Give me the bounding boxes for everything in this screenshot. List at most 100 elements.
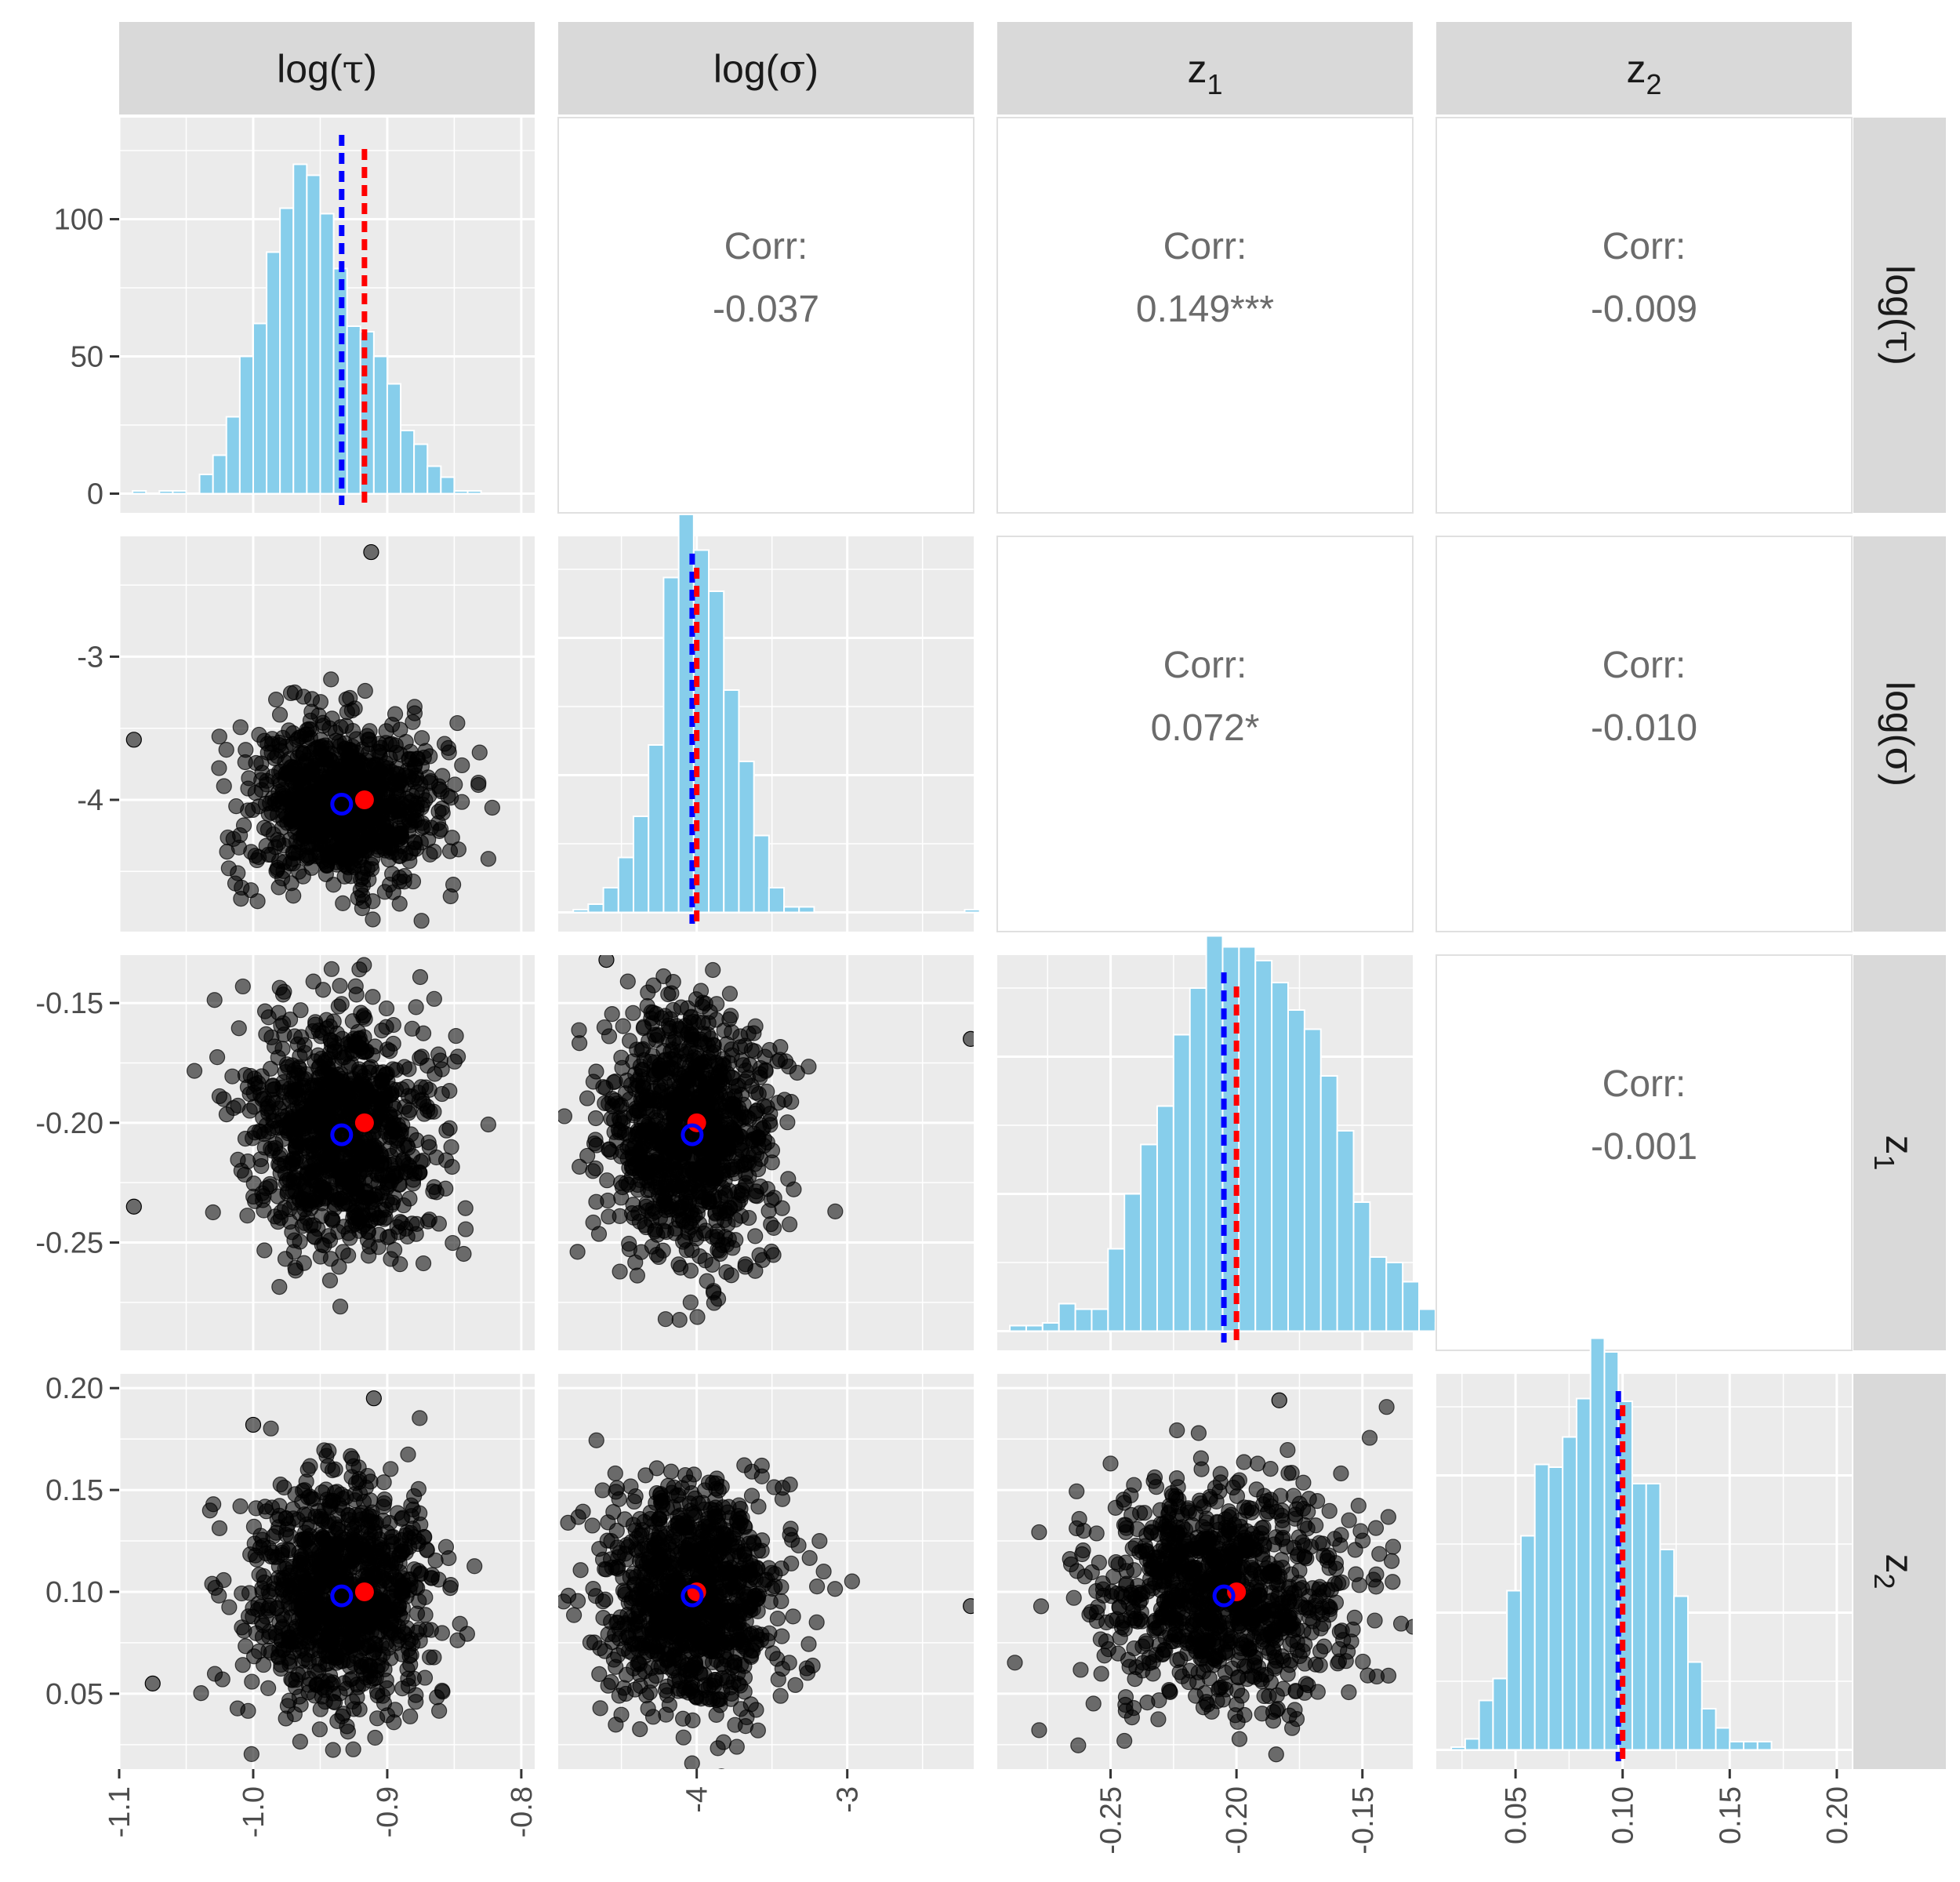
scatter-point <box>597 1095 613 1111</box>
scatter-point <box>348 731 365 747</box>
scatter-point <box>290 1065 307 1081</box>
scatter-point <box>401 1102 418 1118</box>
scatter-point <box>260 1009 277 1026</box>
scatter-point <box>263 1029 280 1045</box>
hist-bar <box>306 174 321 495</box>
scatter-point <box>270 797 287 813</box>
scatter-point <box>705 1139 721 1156</box>
scatter-point <box>305 973 321 990</box>
scatter-point <box>675 1729 691 1746</box>
scatter-point <box>621 1241 638 1258</box>
scatter-point <box>296 1255 312 1271</box>
scatter-point <box>401 1539 418 1555</box>
scatter-point <box>287 823 303 841</box>
scatter-point <box>224 1068 241 1085</box>
scatter-point <box>267 692 285 708</box>
scatter-point <box>378 1000 395 1017</box>
scatter-point <box>256 1656 272 1673</box>
corr-label: Corr: <box>1602 1063 1686 1105</box>
scatter-point <box>783 1094 800 1110</box>
scatter-point <box>613 1190 630 1206</box>
scatter-point <box>695 1225 712 1241</box>
scatter-point <box>292 1696 309 1713</box>
scatter-point <box>427 1552 444 1569</box>
hist-bar <box>172 490 187 495</box>
scatter-point <box>688 991 705 1008</box>
scatter-point <box>206 992 223 1008</box>
scatter-point <box>736 1156 753 1173</box>
outlier-point <box>598 955 615 968</box>
scatter-point <box>270 1188 286 1204</box>
scatter-point <box>270 1648 287 1665</box>
scatter-point <box>307 1509 324 1525</box>
hist-bar <box>212 454 227 495</box>
scatter-point <box>591 1541 608 1557</box>
scatter-point <box>306 1228 322 1244</box>
scatter-point <box>322 1637 339 1653</box>
hist-bar <box>1352 1201 1371 1332</box>
scatter-point <box>274 1041 291 1057</box>
scatter-point <box>684 1755 700 1769</box>
corr-value: -0.001 <box>1591 1126 1697 1168</box>
scatter-point <box>325 1742 341 1758</box>
panel-tau-tau <box>118 118 535 513</box>
scatter-point <box>329 1092 346 1109</box>
scatter-point <box>211 760 227 776</box>
panel-tau-sigma: Corr:-0.037 <box>557 117 975 514</box>
scatter-point <box>261 932 276 946</box>
row-strip-tau: log(τ) <box>1853 118 1946 513</box>
scatter-point <box>739 1709 755 1726</box>
scatter-point <box>727 1212 744 1228</box>
scatter-point <box>332 977 348 994</box>
scatter-point <box>220 860 237 877</box>
outlier-point <box>245 1416 262 1433</box>
scatter-point <box>244 1673 260 1690</box>
scatter-point <box>246 1124 263 1141</box>
scatter-point <box>370 1565 387 1582</box>
scatter-point <box>827 1203 844 1219</box>
hist-bar <box>1172 1034 1191 1332</box>
row-strip-sigma: log(σ) <box>1853 536 1946 932</box>
scatter-point <box>234 1619 250 1636</box>
scatter-points <box>558 955 974 1328</box>
scatter-point <box>594 1482 611 1499</box>
scatter-point <box>569 1593 586 1609</box>
hist-bar <box>252 322 268 495</box>
scatter-point <box>365 1075 382 1092</box>
posterior-mean-marker <box>330 1123 354 1146</box>
scatter-point <box>723 1008 739 1024</box>
scatter-point <box>272 1477 289 1493</box>
hist-bar <box>1107 1248 1126 1332</box>
scatter-point <box>781 1058 797 1075</box>
scatter-point <box>286 1028 303 1045</box>
scatter-point <box>588 1194 604 1210</box>
scatter-point <box>287 1486 303 1502</box>
scatter-point <box>372 763 389 779</box>
scatter-point <box>234 1657 251 1673</box>
scatter-point <box>751 1247 768 1263</box>
corr-label: Corr: <box>724 226 808 267</box>
scatter-point <box>619 973 636 990</box>
hist-bar <box>602 887 619 914</box>
row-strip-label-z1: z1 <box>1868 1135 1922 1170</box>
scatter-point <box>677 1046 695 1063</box>
scatter-point <box>303 824 320 841</box>
hist-bar <box>768 887 786 914</box>
scatter-point <box>626 1493 643 1510</box>
scatter-point <box>358 815 375 832</box>
scatter-point <box>781 1216 798 1233</box>
scatter-point <box>345 1741 361 1757</box>
scatter-point <box>390 1618 407 1635</box>
outlier-point <box>365 1390 382 1407</box>
scatter-point <box>445 1234 461 1252</box>
column-strip-sigma: log(σ) <box>558 22 974 114</box>
scatter-point <box>364 1604 380 1621</box>
scatter-point <box>615 1018 631 1034</box>
scatter-point <box>336 868 353 885</box>
scatter-point <box>763 1215 779 1233</box>
scatter-point <box>263 1060 279 1077</box>
scatter-point <box>249 1601 266 1618</box>
scatter-point <box>471 744 488 761</box>
scatter-point <box>437 1152 455 1168</box>
